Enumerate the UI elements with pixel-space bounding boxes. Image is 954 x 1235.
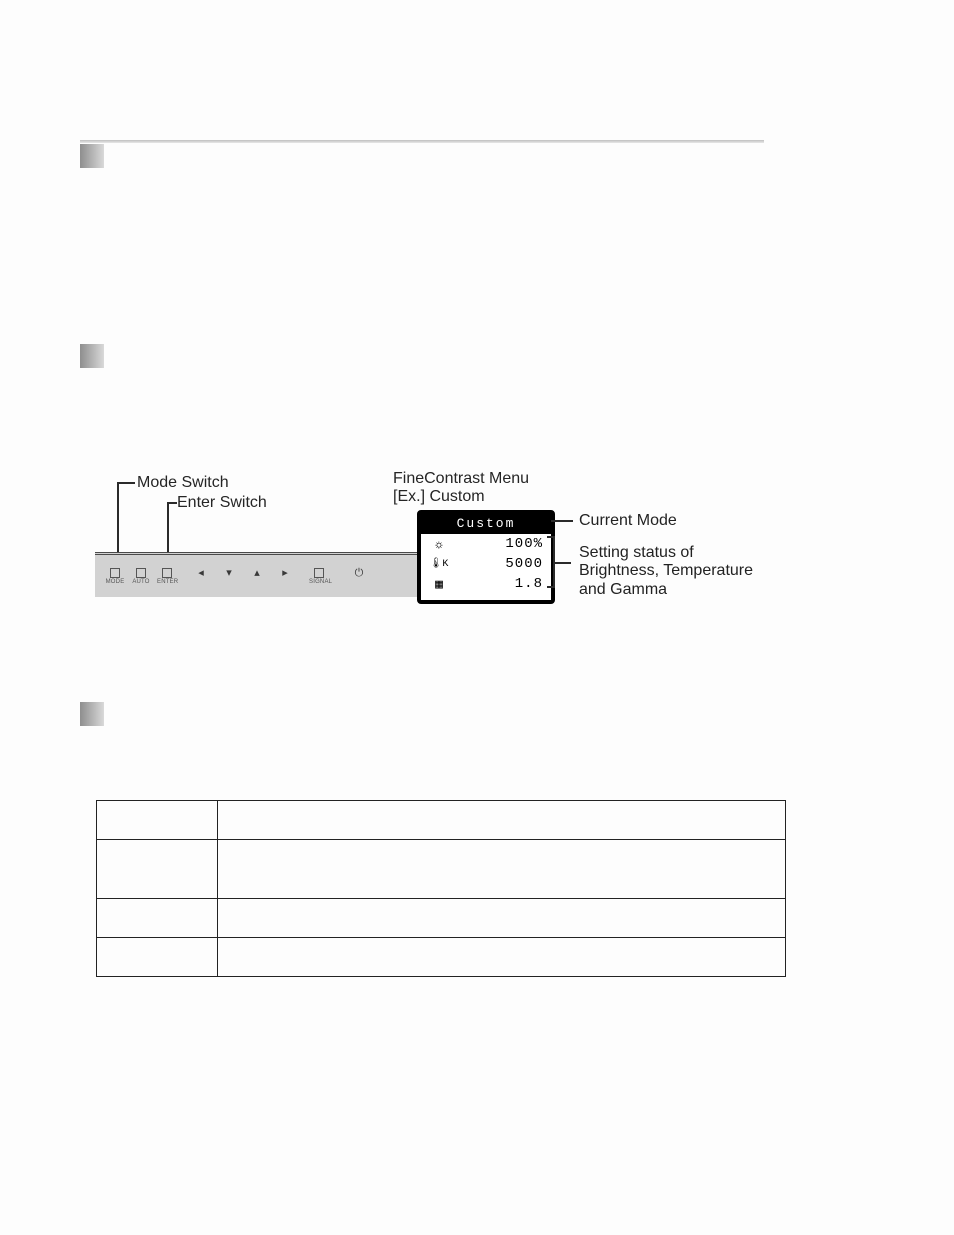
caption-setting-1: Setting status of (579, 544, 694, 561)
control-strip: MODE AUTO ENTER ◂ ▾ ▴ ▸ SIGNAL ⏻ (95, 552, 417, 597)
mode-table (96, 800, 786, 977)
up-button[interactable]: ▴ (247, 568, 267, 578)
table-row (97, 801, 786, 840)
section-marker (80, 702, 104, 726)
table-cell (218, 801, 786, 840)
brightness-icon: ☼ (429, 537, 449, 552)
osd-temperature-value: 5000 (449, 556, 543, 572)
osd-row-gamma: ▦ 1.8 (421, 574, 551, 594)
top-rule (80, 140, 764, 143)
caption-setting-3: and Gamma (579, 581, 667, 598)
power-button[interactable]: ⏻ (349, 568, 369, 578)
section-marker (80, 144, 104, 168)
thermometer-icon: 🌡K (429, 558, 449, 570)
enter-button[interactable]: ENTER (157, 568, 177, 585)
table-cell (97, 899, 218, 938)
down-button[interactable]: ▾ (219, 568, 239, 578)
gamma-icon: ▦ (429, 577, 449, 592)
osd-brightness-value: 100% (449, 536, 543, 552)
caption-menu-title-2: [Ex.] Custom (393, 488, 485, 507)
signal-button[interactable]: SIGNAL (309, 568, 329, 585)
mode-button[interactable]: MODE (105, 568, 125, 585)
caption-setting-2: Brightness, Temperature (579, 562, 753, 579)
osd-row-brightness: ☼ 100% (421, 534, 551, 554)
auto-button[interactable]: AUTO (131, 568, 151, 585)
table-cell (218, 938, 786, 977)
finecontrast-diagram: Mode Switch Enter Switch MODE AUTO ENTER… (95, 470, 820, 610)
table-row (97, 899, 786, 938)
table-cell (218, 899, 786, 938)
table-row (97, 938, 786, 977)
table-cell (97, 801, 218, 840)
osd-title: Custom (421, 514, 551, 534)
caption-enter-switch: Enter Switch (177, 494, 267, 513)
left-button[interactable]: ◂ (191, 568, 211, 578)
section-marker (80, 344, 104, 368)
right-button[interactable]: ▸ (275, 568, 295, 578)
table-cell (218, 840, 786, 899)
finecontrast-osd: Custom ☼ 100% 🌡K 5000 ▦ 1.8 (417, 510, 555, 604)
caption-mode-switch: Mode Switch (137, 474, 229, 493)
table-row (97, 840, 786, 899)
table-cell (97, 840, 218, 899)
osd-gamma-value: 1.8 (449, 576, 543, 592)
osd-row-temperature: 🌡K 5000 (421, 554, 551, 574)
caption-current-mode: Current Mode (579, 512, 677, 530)
caption-menu-title-1: FineContrast Menu (393, 470, 529, 489)
table-cell (97, 938, 218, 977)
